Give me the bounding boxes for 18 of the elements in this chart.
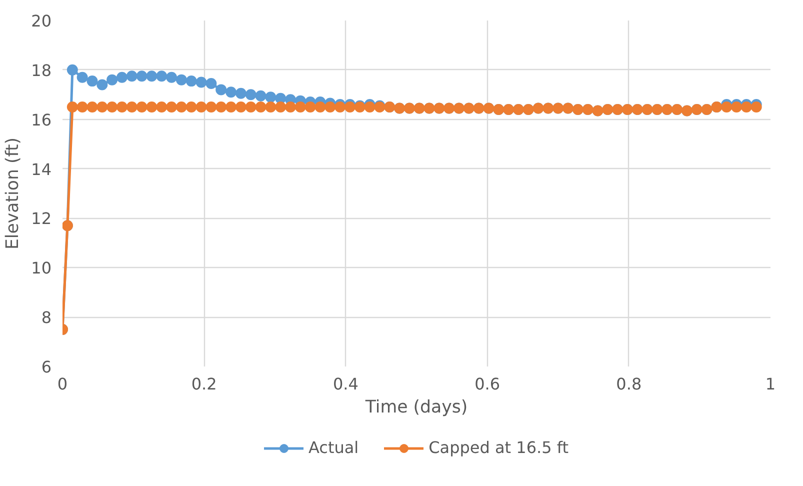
y-tick-label: 18 (31, 60, 52, 80)
x-tick-label: 0.2 (191, 374, 217, 394)
y-tick-label: 10 (31, 258, 52, 278)
y-tick-label: 20 (31, 12, 52, 30)
x-tick-label: 0.4 (332, 374, 358, 394)
x-axis-title: Time (days) (364, 398, 468, 418)
x-tick-label: 0 (57, 374, 68, 394)
y-axis-title: Elevation (ft) (3, 137, 24, 250)
x-tick-label: 0.8 (616, 374, 642, 394)
legend-label: Actual (308, 438, 359, 457)
y-tick-label: 14 (31, 160, 52, 179)
y-tick-label: 12 (31, 209, 52, 228)
legend-label: Capped at 16.5 ft (428, 438, 568, 457)
x-tick-label: 1 (765, 374, 776, 394)
y-tick-label: 8 (41, 308, 52, 328)
x-tick-label: 0.6 (474, 374, 500, 394)
y-tick-label: 16 (31, 110, 52, 130)
y-tick-label: 6 (41, 358, 52, 376)
